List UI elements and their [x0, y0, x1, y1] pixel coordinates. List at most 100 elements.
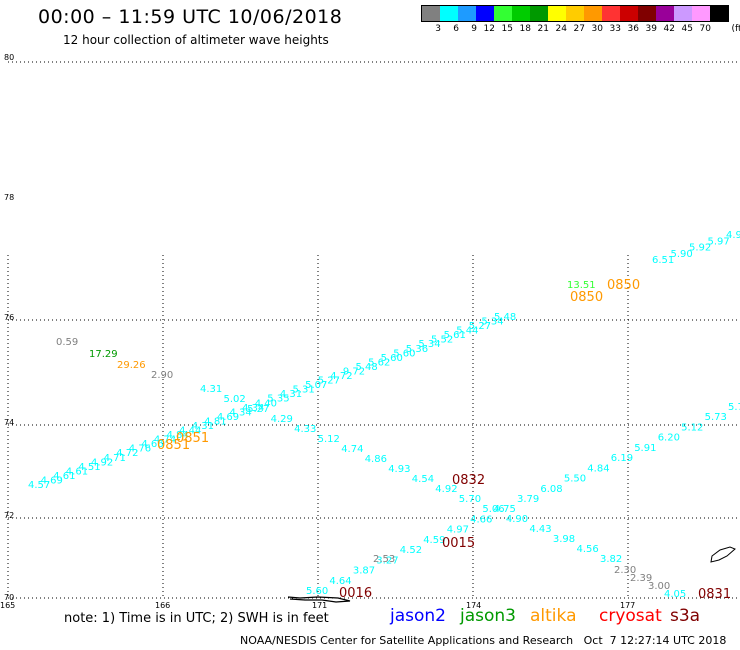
legend-label: 27	[573, 24, 585, 34]
footnote: note: 1) Time is in UTC; 2) SWH is in fe…	[64, 611, 329, 626]
wave-height-value: 4.76	[129, 444, 151, 455]
legend-label: 36	[627, 24, 639, 34]
wave-height-value: 4.33	[294, 424, 316, 435]
wave-height-value: 3.00	[648, 581, 670, 592]
wave-height-value: 5.34	[418, 339, 440, 350]
wave-height-value: 6.19	[611, 453, 633, 464]
pass-time-label: 0015	[442, 536, 475, 551]
wave-height-value: 4.56	[577, 544, 599, 555]
legend-swatch	[440, 6, 458, 21]
wave-height-value: 5.62	[368, 357, 390, 368]
wave-height-value: 4.61	[66, 466, 88, 477]
pass-time-label: 0016	[339, 586, 372, 601]
wave-height-value: 9.72	[343, 367, 365, 378]
wave-height-value: 5.31	[293, 385, 315, 396]
wave-height-value: 6.51	[652, 255, 674, 266]
wave-height-value: 0.59	[56, 337, 78, 348]
wave-height-value: 4.69	[217, 412, 239, 423]
latitude-label: 74	[4, 418, 14, 427]
wave-height-value: 4.72	[330, 371, 352, 382]
legend-label: 24	[555, 24, 567, 34]
wave-height-value: 2.90	[151, 370, 173, 381]
pass-time-label: 0851	[176, 431, 209, 446]
legend-label: 3	[435, 24, 441, 34]
wave-height-value: 4.71	[104, 453, 126, 464]
wave-height-value: 3.87	[353, 566, 375, 577]
wave-height-value: 4.97	[447, 525, 469, 536]
wave-height-value: 3.98	[553, 534, 575, 545]
pass-time-label: 0850	[570, 290, 603, 305]
wave-height-value: 4.86	[365, 454, 387, 465]
wave-height-value: 5.48	[356, 362, 378, 373]
wave-height-value: 5.60	[306, 586, 328, 597]
pass-time-label: 0832	[452, 473, 485, 488]
wave-height-value: 2.39	[630, 573, 652, 584]
legend-label: 30	[591, 24, 603, 34]
wave-height-value: 5.92	[689, 243, 711, 254]
mission-jason3: jason3	[460, 606, 516, 626]
latitude-label: 80	[4, 53, 14, 62]
wave-height-value: 4.51	[78, 462, 100, 473]
legend-swatch	[566, 6, 584, 21]
wave-height-value: 5.12	[318, 434, 340, 445]
wave-height-value: 4.84	[167, 430, 189, 441]
wave-height-value: 5.70	[459, 494, 481, 505]
wave-height-value: 5.90	[671, 249, 693, 260]
legend-label: 9	[471, 24, 477, 34]
wave-height-value: 5.27	[318, 376, 340, 387]
legend-swatch	[692, 6, 710, 21]
mission-cryosat: cryosat	[599, 606, 662, 626]
legend-swatch	[710, 6, 728, 21]
coastline-segment-south	[287, 596, 351, 603]
mission-altika: altika	[530, 606, 577, 626]
wave-height-value: 5.52	[431, 335, 453, 346]
wave-height-value: 4.34	[230, 407, 252, 418]
credit-line: NOAA/NESDIS Center for Satellite Applica…	[240, 634, 727, 647]
wave-height-value: 6.08	[540, 484, 562, 495]
wave-height-value: 4.75	[494, 504, 516, 515]
wave-height-value: 5.06	[482, 504, 504, 515]
latitude-label: 72	[4, 511, 14, 520]
pass-time-label: 0851	[157, 438, 190, 453]
latitude-label: 70	[4, 593, 14, 602]
legend-swatch	[530, 6, 548, 21]
wave-height-value: 5.44	[456, 326, 478, 337]
wave-height-value: 4.92	[91, 457, 113, 468]
map-subtitle: 12 hour collection of altimeter wave hei…	[63, 33, 329, 47]
wave-height-value: 3.79	[517, 494, 539, 505]
legend-swatch	[656, 6, 674, 21]
satellite-tracks: 4.574.694.614.614.514.924.714.724.764.66…	[28, 230, 740, 597]
wave-height-value: 4.61	[53, 471, 75, 482]
wave-height-value: 4.59	[423, 535, 445, 546]
longitude-label: 171	[312, 601, 327, 610]
wave-height-value: 4.9	[726, 230, 740, 241]
legend-swatch	[620, 6, 638, 21]
wave-height-value: 5.07	[305, 380, 327, 391]
wave-height-value: 4.66	[470, 514, 492, 525]
coastline-segment-east	[710, 546, 736, 563]
wave-height-value: 4.66	[141, 439, 163, 450]
wave-height-value: 3.82	[600, 554, 622, 565]
wave-height-value: 2.30	[614, 565, 636, 576]
latitude-label: 76	[4, 313, 14, 322]
mission-s3a: s3a	[670, 606, 701, 626]
wave-height-value: 4.34	[242, 403, 264, 414]
legend-swatches	[421, 5, 729, 22]
wave-height-value: 2.53	[373, 554, 395, 565]
wave-height-value: 3.27	[376, 555, 398, 566]
wave-height-value: 5.12	[681, 422, 703, 433]
wave-height-value: 4.40	[255, 398, 277, 409]
wave-height-value: 5.60	[393, 348, 415, 359]
wave-height-value: 4.81	[204, 416, 226, 427]
legend-swatch	[512, 6, 530, 21]
wave-height-value: 4.05	[664, 589, 686, 600]
wave-height-value: 17.29	[89, 349, 118, 360]
legend-label: 33	[609, 24, 621, 34]
wave-height-value: 4.92	[435, 484, 457, 495]
legend-swatch	[674, 6, 692, 21]
pass-time-label: 0831	[698, 587, 731, 602]
wave-height-value: 4.31	[200, 384, 222, 395]
